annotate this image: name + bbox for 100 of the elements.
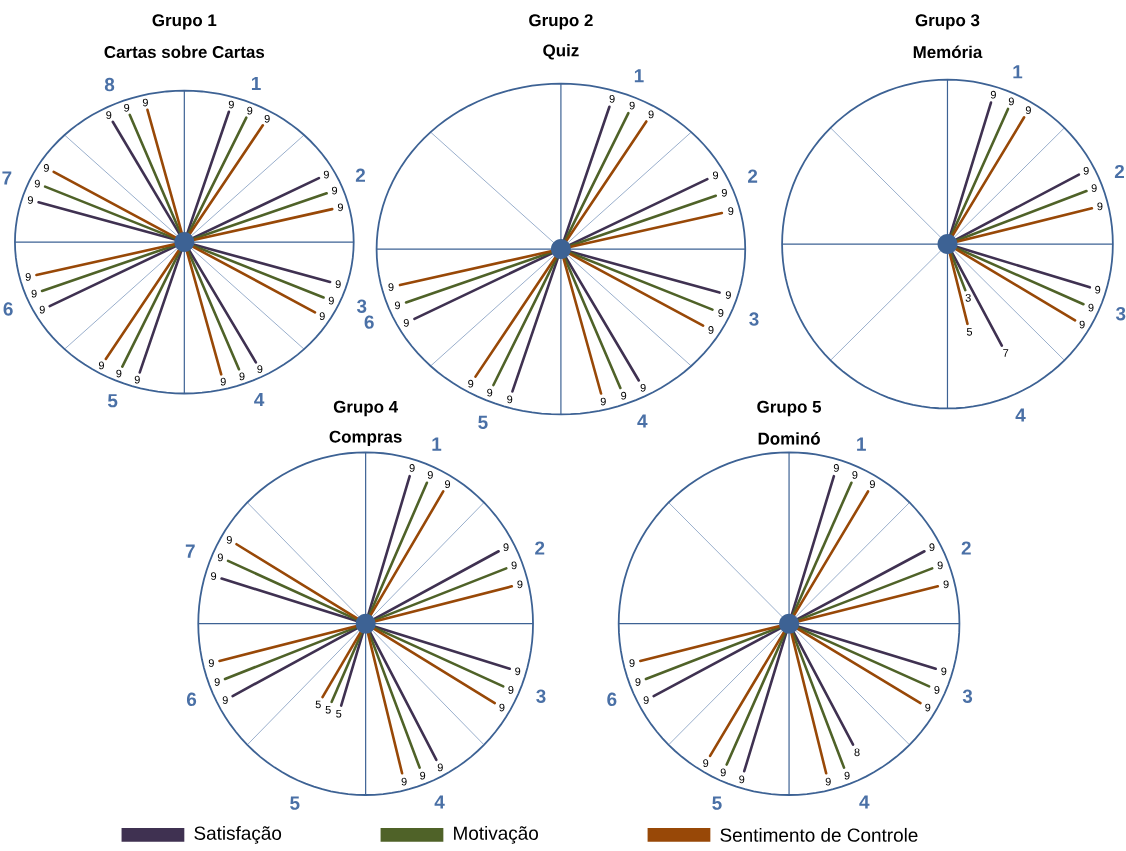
data-label: 9 — [941, 667, 947, 676]
category-label: 7 — [185, 544, 195, 558]
text: Quiz — [543, 44, 579, 60]
data-label: 9 — [721, 188, 727, 197]
data-label: 9 — [739, 775, 745, 784]
legend-label: Sentimento de Controle — [720, 828, 918, 842]
category-label: 2 — [355, 168, 365, 182]
text: Grupo 1 — [152, 14, 217, 30]
data-label: 9 — [1091, 184, 1097, 193]
data-label: 9 — [990, 90, 996, 99]
category-label: 3 — [962, 689, 973, 704]
text: Grupo 3 — [915, 14, 980, 30]
category-label: 4 — [254, 393, 265, 407]
category-label: 2 — [748, 169, 758, 183]
category-label: 8 — [104, 77, 115, 92]
category-label: 7 — [2, 171, 12, 185]
data-label: 9 — [208, 659, 214, 668]
data-label: 9 — [728, 207, 734, 216]
data-label: 9 — [937, 561, 943, 570]
data-label: 9 — [925, 703, 931, 712]
category-label: 1 — [634, 69, 644, 83]
data-label: 9 — [124, 104, 130, 112]
data-label: 9 — [388, 283, 394, 292]
data-label: 9 — [712, 171, 719, 180]
category-label: 1 — [857, 437, 866, 451]
category-label: 1 — [432, 437, 442, 451]
text: Dominó — [758, 432, 820, 445]
data-label: 9 — [337, 203, 343, 212]
data-label: 9 — [257, 365, 263, 374]
text: Grupo 5 — [757, 400, 822, 417]
data-label: 9 — [507, 395, 513, 404]
category-label: 5 — [336, 710, 342, 718]
data-label: 9 — [116, 369, 122, 378]
category-label: 4 — [1015, 408, 1026, 422]
data-label: 9 — [214, 678, 220, 686]
data-label: 9 — [401, 777, 407, 786]
data-label: 9 — [844, 771, 850, 780]
category-label: 3 — [749, 312, 759, 326]
data-label: 9 — [1008, 97, 1014, 106]
category-label: 2 — [535, 541, 545, 555]
data-label: 9 — [394, 301, 400, 310]
data-label: 9 — [226, 536, 232, 544]
data-label: 9 — [437, 763, 443, 772]
data-label: 7 — [1003, 349, 1009, 357]
data-label: 8 — [854, 748, 860, 757]
data-label: 9 — [720, 768, 726, 777]
data-label: 9 — [487, 388, 493, 397]
data-label: 9 — [708, 326, 714, 334]
legend-label: Motivação — [454, 826, 538, 844]
category-label: 6 — [186, 692, 197, 707]
data-label: 9 — [725, 291, 731, 299]
data-label: 9 — [852, 471, 858, 479]
data-label: 9 — [511, 561, 517, 570]
data-label: 9 — [643, 696, 649, 705]
data-label: 9 — [629, 659, 635, 668]
category-label: 2 — [961, 541, 971, 555]
data-label: 9 — [640, 384, 646, 392]
data-label: 9 — [499, 703, 505, 712]
data-label: 9 — [220, 377, 226, 386]
category-label: 4 — [637, 414, 648, 428]
data-label: 5 — [966, 328, 973, 336]
data-label: 9 — [264, 115, 270, 123]
category-label: 2 — [1114, 164, 1124, 179]
text: Cartas sobre Cartas — [104, 45, 265, 59]
data-label: 9 — [319, 312, 325, 321]
data-label: 9 — [25, 273, 31, 281]
data-label: 9 — [621, 391, 627, 400]
data-label: 9 — [934, 686, 940, 694]
category-label: 1 — [251, 77, 261, 91]
category-label: 5 — [712, 796, 722, 810]
data-label: 5 — [325, 706, 331, 714]
data-label: 5 — [315, 700, 321, 709]
data-label: 9 — [517, 580, 523, 589]
data-label: 9 — [31, 289, 37, 298]
data-label: 9 — [142, 98, 148, 107]
data-label: 9 — [833, 464, 839, 472]
data-label: 9 — [825, 777, 831, 786]
data-label: 9 — [43, 164, 49, 172]
category-label: 6 — [364, 315, 374, 329]
category-label: 3 — [1115, 307, 1126, 321]
text: Memória — [913, 45, 983, 59]
data-label: 9 — [328, 296, 334, 305]
data-label: 9 — [1095, 285, 1101, 294]
data-label: 9 — [323, 170, 329, 179]
text: Compras — [329, 430, 402, 447]
data-label: 9 — [718, 309, 724, 317]
data-label: 9 — [648, 110, 654, 119]
data-label: 9 — [600, 397, 606, 406]
data-label: 9 — [609, 95, 615, 103]
data-label: 9 — [1088, 303, 1094, 312]
data-label: 9 — [332, 186, 338, 195]
data-label: 9 — [409, 464, 415, 472]
data-label: 9 — [134, 375, 140, 384]
data-label: 9 — [1025, 106, 1031, 115]
legend-label: Satisfação — [194, 826, 282, 844]
data-label: 9 — [515, 667, 521, 676]
data-label: 9 — [217, 553, 223, 562]
data-label: 9 — [1097, 202, 1103, 211]
data-label: 9 — [929, 543, 935, 552]
data-label: 9 — [228, 100, 234, 109]
